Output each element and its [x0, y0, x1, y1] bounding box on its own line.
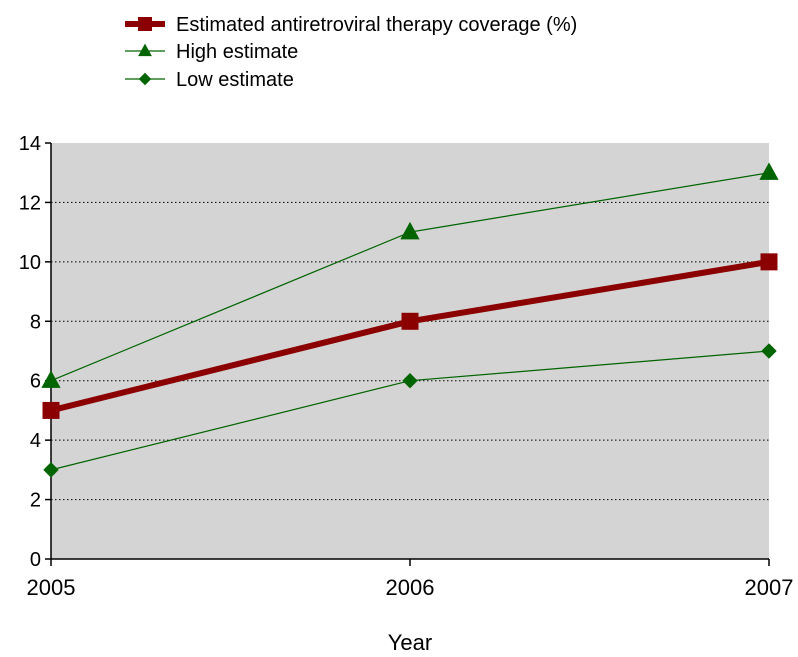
legend-marker-triangle [138, 43, 152, 57]
legend-marker-diamond [138, 72, 152, 86]
data-point-diamond [402, 373, 418, 389]
data-point-triangle [400, 221, 420, 240]
legend-label: Low estimate [176, 69, 294, 91]
x-axis-title: Year [388, 630, 432, 655]
y-tick-label: 8 [30, 311, 41, 333]
series-triangle [41, 162, 779, 388]
legend: Estimated antiretroviral therapy coverag… [125, 14, 577, 91]
y-tick-label: 2 [30, 490, 41, 512]
y-tick-label: 0 [30, 549, 41, 571]
y-tick-label: 4 [30, 430, 41, 452]
data-point-diamond [43, 462, 59, 478]
legend-label: Estimated antiretroviral therapy coverag… [176, 14, 577, 36]
x-tick-label: 2005 [27, 575, 76, 600]
y-tick-label: 6 [30, 371, 41, 393]
y-tick-label: 14 [19, 133, 41, 155]
x-tick-label: 2007 [745, 575, 794, 600]
y-tick-label: 10 [19, 252, 41, 274]
data-point-triangle [41, 370, 61, 388]
series-group [41, 162, 779, 478]
legend-item: High estimate [125, 41, 298, 63]
data-point-diamond [761, 343, 777, 359]
data-point-square [401, 312, 419, 330]
y-tick-label: 12 [19, 192, 41, 214]
legend-marker-square [138, 17, 152, 31]
series-square [42, 253, 778, 419]
data-point-square [42, 401, 60, 419]
plot-area-background [51, 143, 769, 559]
data-point-triangle [759, 162, 779, 180]
data-point-square [760, 253, 778, 271]
axes: 0 2 4 6 8 10 12 14 2005 2006 2007 [19, 133, 794, 600]
legend-label: High estimate [176, 41, 298, 63]
x-tick-label: 2006 [386, 575, 435, 600]
legend-item: Estimated antiretroviral therapy coverag… [125, 14, 577, 36]
legend-item: Low estimate [125, 69, 294, 91]
series-diamond [43, 343, 777, 478]
